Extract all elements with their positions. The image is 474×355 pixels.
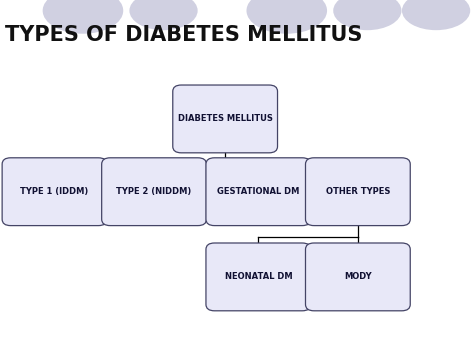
FancyBboxPatch shape <box>305 243 410 311</box>
FancyBboxPatch shape <box>2 158 107 226</box>
Text: NEONATAL DM: NEONATAL DM <box>225 272 292 282</box>
Text: TYPE 2 (NIDDM): TYPE 2 (NIDDM) <box>117 187 191 196</box>
FancyBboxPatch shape <box>173 85 277 153</box>
FancyBboxPatch shape <box>206 158 311 226</box>
FancyBboxPatch shape <box>102 158 206 226</box>
Ellipse shape <box>43 0 123 34</box>
Text: TYPES OF DIABETES MELLITUS: TYPES OF DIABETES MELLITUS <box>5 25 362 45</box>
FancyBboxPatch shape <box>206 243 311 311</box>
Text: GESTATIONAL DM: GESTATIONAL DM <box>217 187 300 196</box>
Text: OTHER TYPES: OTHER TYPES <box>326 187 390 196</box>
Ellipse shape <box>333 0 401 30</box>
Text: TYPE 1 (IDDM): TYPE 1 (IDDM) <box>20 187 89 196</box>
Ellipse shape <box>246 0 327 34</box>
Text: MODY: MODY <box>344 272 372 282</box>
Ellipse shape <box>129 0 198 30</box>
FancyBboxPatch shape <box>305 158 410 226</box>
Text: DIABETES MELLITUS: DIABETES MELLITUS <box>178 114 273 124</box>
Ellipse shape <box>402 0 470 30</box>
